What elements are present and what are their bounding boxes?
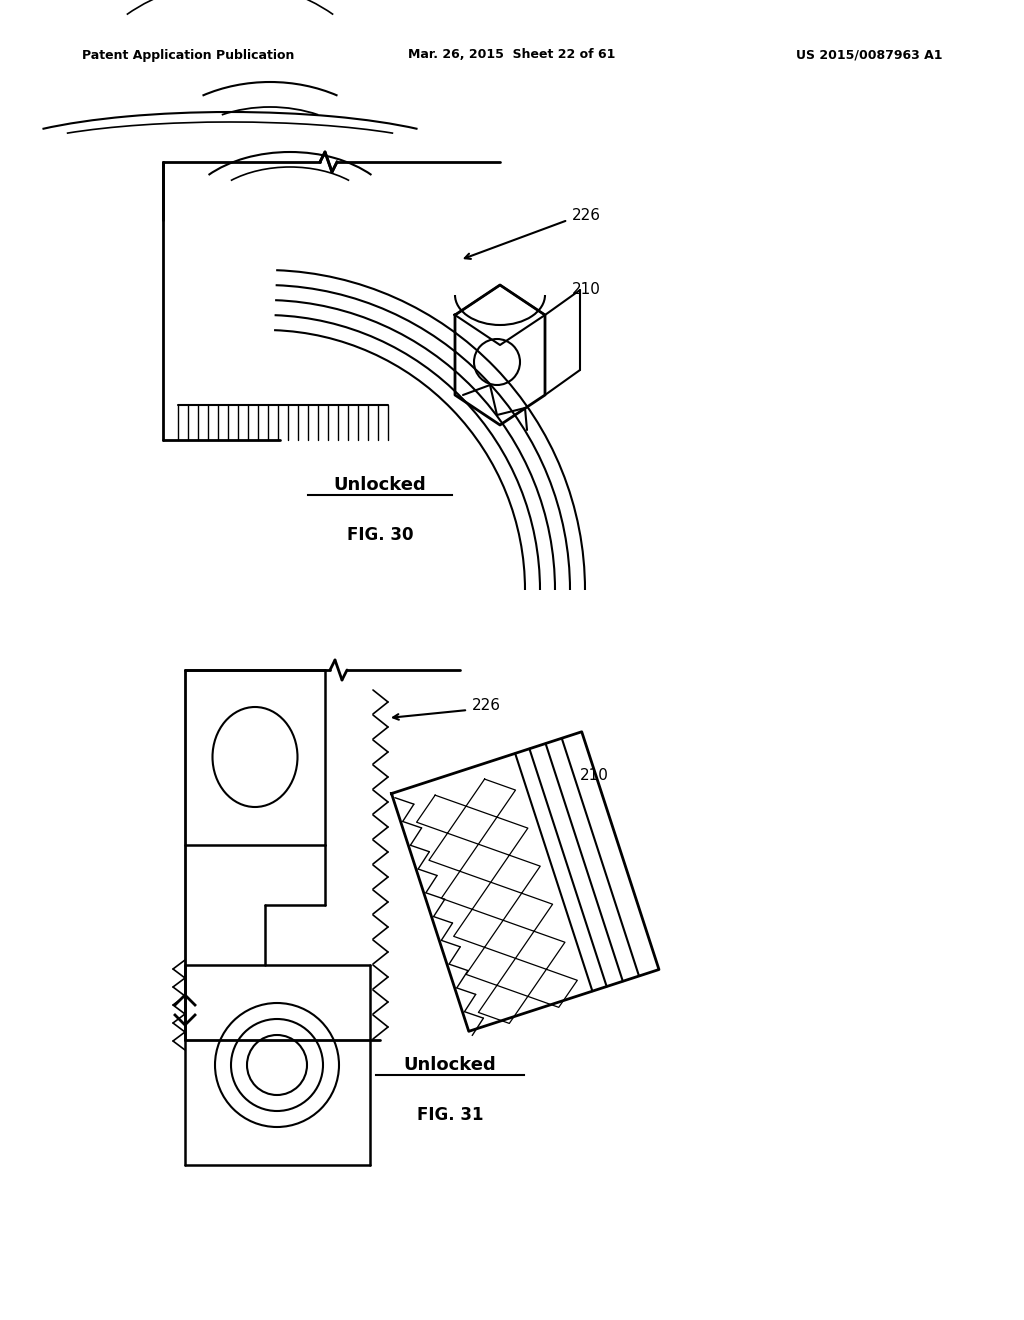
Text: FIG. 31: FIG. 31 — [417, 1106, 483, 1125]
Text: Unlocked: Unlocked — [334, 477, 426, 494]
Text: 226: 226 — [472, 697, 501, 713]
Text: 210: 210 — [572, 282, 601, 297]
Text: 226: 226 — [572, 207, 601, 223]
Text: US 2015/0087963 A1: US 2015/0087963 A1 — [796, 49, 942, 62]
Text: Patent Application Publication: Patent Application Publication — [82, 49, 294, 62]
Text: FIG. 30: FIG. 30 — [347, 525, 414, 544]
Text: Unlocked: Unlocked — [403, 1056, 497, 1074]
Text: Mar. 26, 2015  Sheet 22 of 61: Mar. 26, 2015 Sheet 22 of 61 — [409, 49, 615, 62]
Text: 210: 210 — [580, 767, 609, 783]
